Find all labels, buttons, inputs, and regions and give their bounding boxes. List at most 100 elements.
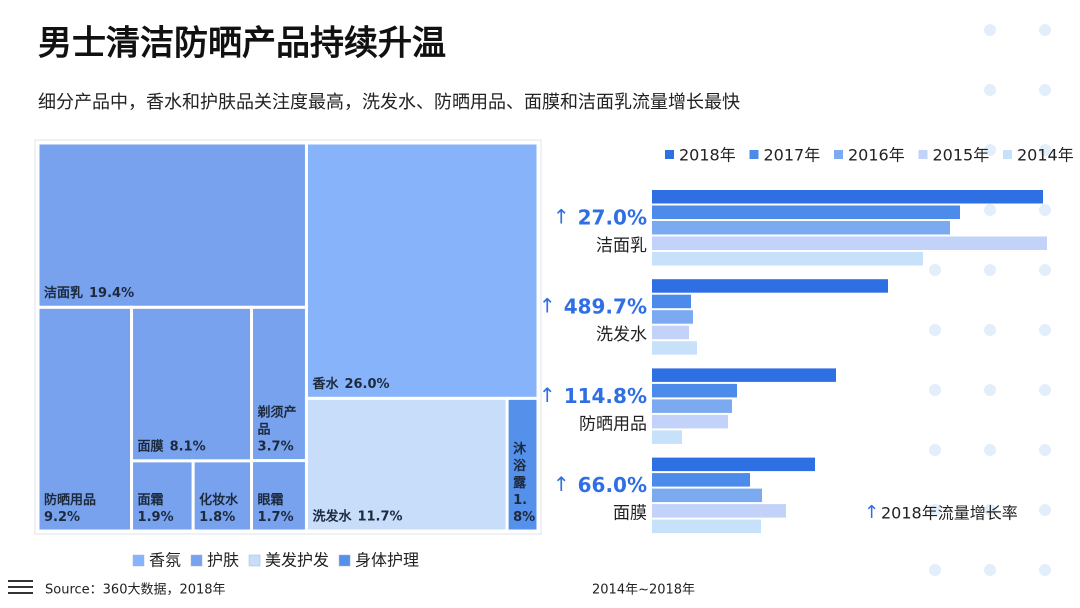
cell-value: 9.2% [44,510,80,525]
cell-name-line: 面霜 [138,493,164,508]
legend-swatch [338,554,351,567]
cell-value: 1.8% [513,493,535,525]
legend-swatch [665,150,674,159]
dot [1039,144,1051,156]
bar [652,205,960,219]
cell-value: 1.8% [199,510,235,525]
legend-swatch [834,150,843,159]
growth-label: 66.0% [578,473,647,497]
cell-value-line: 9.2% [44,510,80,525]
dot [984,564,996,576]
background-dots [929,24,1051,576]
category-label: 洁面乳 [596,236,647,256]
dot [1039,444,1051,456]
category-label: 防晒用品 [579,414,647,434]
dot [984,264,996,276]
dot [1039,564,1051,576]
page-title: 男士清洁防晒产品持续升温 [38,24,446,64]
dot [984,144,996,156]
dot [984,504,996,516]
annotation: 2018年流量增长率 [881,504,1018,523]
dot [1039,84,1051,96]
cell-value-line: 1.8% [199,510,235,525]
arrow-icon: ↑ [553,205,570,229]
dot [929,564,941,576]
bar [652,457,815,472]
treemap-cell [130,305,254,463]
bar [652,519,761,534]
dot [1039,24,1051,36]
growth-label: 489.7% [564,295,647,319]
cell-name: 香水 [311,376,339,392]
arrow-icon: ↑ [539,294,556,318]
bar [652,383,737,398]
treemap-frame [34,139,542,535]
treemap-cell [250,305,308,463]
cell-name-line: 眼霜 [258,493,284,508]
cell-value: 11.7% [357,510,402,525]
bar [652,488,762,503]
cell-name-line: 品 [258,422,271,437]
legend-label: 2018年 [679,146,736,165]
cell-name: 面霜 [138,493,164,508]
bar [652,221,950,235]
cell-name: 洁面乳 [44,285,83,301]
menu-icon [8,580,33,594]
treemap-cell [250,459,308,533]
cell-name: 化妆水 [199,492,239,508]
bar [652,294,691,309]
bar [652,414,728,429]
cell-value: 19.4% [89,286,134,301]
cell-value: 8.1% [170,439,206,454]
bar [652,341,697,355]
dot [929,504,941,516]
treemap-cell [505,396,540,533]
treemap-cell [130,459,195,533]
legend-swatch [248,554,261,567]
arrow-icon: ↑ [864,502,879,523]
bar [652,473,750,487]
legend-label: 2014年 [1017,146,1074,165]
cell-value: 1.7% [258,510,294,525]
legend-swatch [918,150,928,159]
treemap-cell [304,396,509,533]
source: Source：360大数据，2018年 [45,583,226,598]
dot [929,384,941,396]
bar [652,310,693,324]
cell-name-line: 防晒用品 [44,492,96,508]
growth-label: 27.0% [578,206,647,230]
bar [652,279,888,293]
dot [1039,204,1051,216]
page-subtitle: 细分产品中，香水和护肤品关注度最高，洗发水、防晒用品、面膜和洁面乳流量增长最快 [38,92,740,113]
category-label: 洗发水 [596,325,647,345]
legend-label: 2016年 [848,146,905,165]
cell-name: 沐浴露 [513,441,527,491]
legend-label: 2017年 [764,146,821,165]
dot [984,204,996,216]
cell-value-line: 3.7% [258,439,294,454]
category-label: 面膜 [613,504,647,524]
cell-name-line: 露 [513,476,527,491]
period-note: 2014年~2018年 [592,583,695,598]
cell-name-line: 沐 [513,441,527,457]
legend-swatch [132,554,145,567]
dot [984,24,996,36]
dot [1039,384,1051,396]
cell-value: 3.7% [258,439,294,454]
bar [652,399,732,413]
arrow-icon: ↑ [539,383,556,407]
dot [984,84,996,96]
cell-name-line: 浴 [513,458,527,474]
cell-value-line: 1.9% [138,510,174,525]
dot [984,384,996,396]
bar [652,504,786,518]
dot [1039,504,1051,516]
cell-name: 眼霜 [258,493,284,508]
treemap-cell [36,141,308,309]
cell-value: 1.9% [138,510,174,525]
bar [652,252,923,266]
cell-name-line: 剃须产 [258,404,297,420]
cell-value-line: 8% [513,510,535,525]
bar [652,368,836,382]
